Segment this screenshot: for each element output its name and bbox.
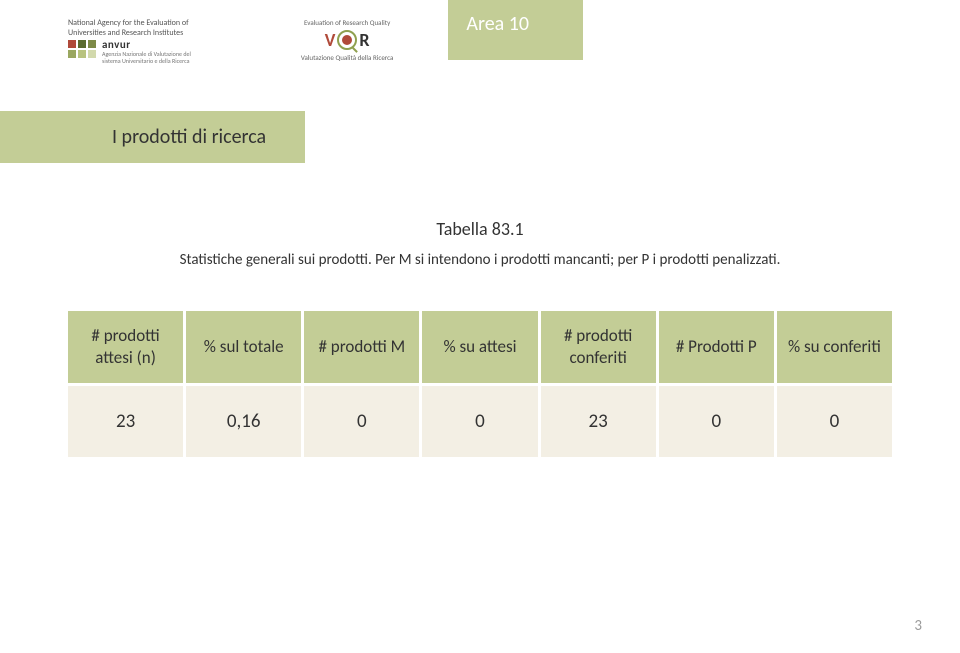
section-title: I prodotti di ricerca — [0, 111, 305, 163]
anvur-sub2: sistema Universitario e della Ricerca — [102, 58, 191, 65]
vqr-logo-icon: V R — [325, 29, 370, 51]
table-cell: 23 — [541, 386, 656, 457]
area-badge: Area 10 — [448, 0, 583, 60]
table-col-header: % su conferiti — [777, 311, 892, 383]
page-header: National Agency for the Evaluation of Un… — [0, 0, 960, 65]
anvur-logo: anvur Agenzia Nazionale di Valutazione d… — [68, 38, 191, 65]
anvur-top-line: National Agency for the Evaluation of — [68, 18, 191, 28]
anvur-logo-block: National Agency for the Evaluation of Un… — [68, 18, 191, 65]
table-header-row: # prodotti attesi (n) % sul totale # pro… — [68, 311, 892, 383]
stats-table: # prodotti attesi (n) % sul totale # pro… — [65, 308, 895, 460]
vqr-logo-block: Evaluation of Research Quality V R Valut… — [301, 18, 394, 62]
table-col-header: # prodotti attesi (n) — [68, 311, 183, 383]
table-cell: 0 — [422, 386, 537, 457]
table-cell: 0 — [304, 386, 419, 457]
table-col-header: % sul totale — [186, 311, 301, 383]
anvur-boxes-icon — [68, 40, 96, 58]
table-cell: 0,16 — [186, 386, 301, 457]
table-col-header: % su attesi — [422, 311, 537, 383]
table-title: Tabella 83.1 — [0, 218, 960, 240]
page-number: 3 — [914, 617, 922, 635]
table-cell: 0 — [659, 386, 774, 457]
table-caption: Statistiche generali sui prodotti. Per M… — [0, 250, 960, 270]
table-col-header: # prodotti M — [304, 311, 419, 383]
table-col-header: # Prodotti P — [659, 311, 774, 383]
vqr-label-bottom: Valutazione Qualità della Ricerca — [301, 53, 394, 62]
table-cell: 0 — [777, 386, 892, 457]
table-cell: 23 — [68, 386, 183, 457]
table-col-header: # prodotti conferiti — [541, 311, 656, 383]
anvur-top-line-2: Universities and Research Institutes — [68, 28, 191, 38]
table-row: 23 0,16 0 0 23 0 0 — [68, 386, 892, 457]
vqr-label-top: Evaluation of Research Quality — [304, 18, 390, 27]
